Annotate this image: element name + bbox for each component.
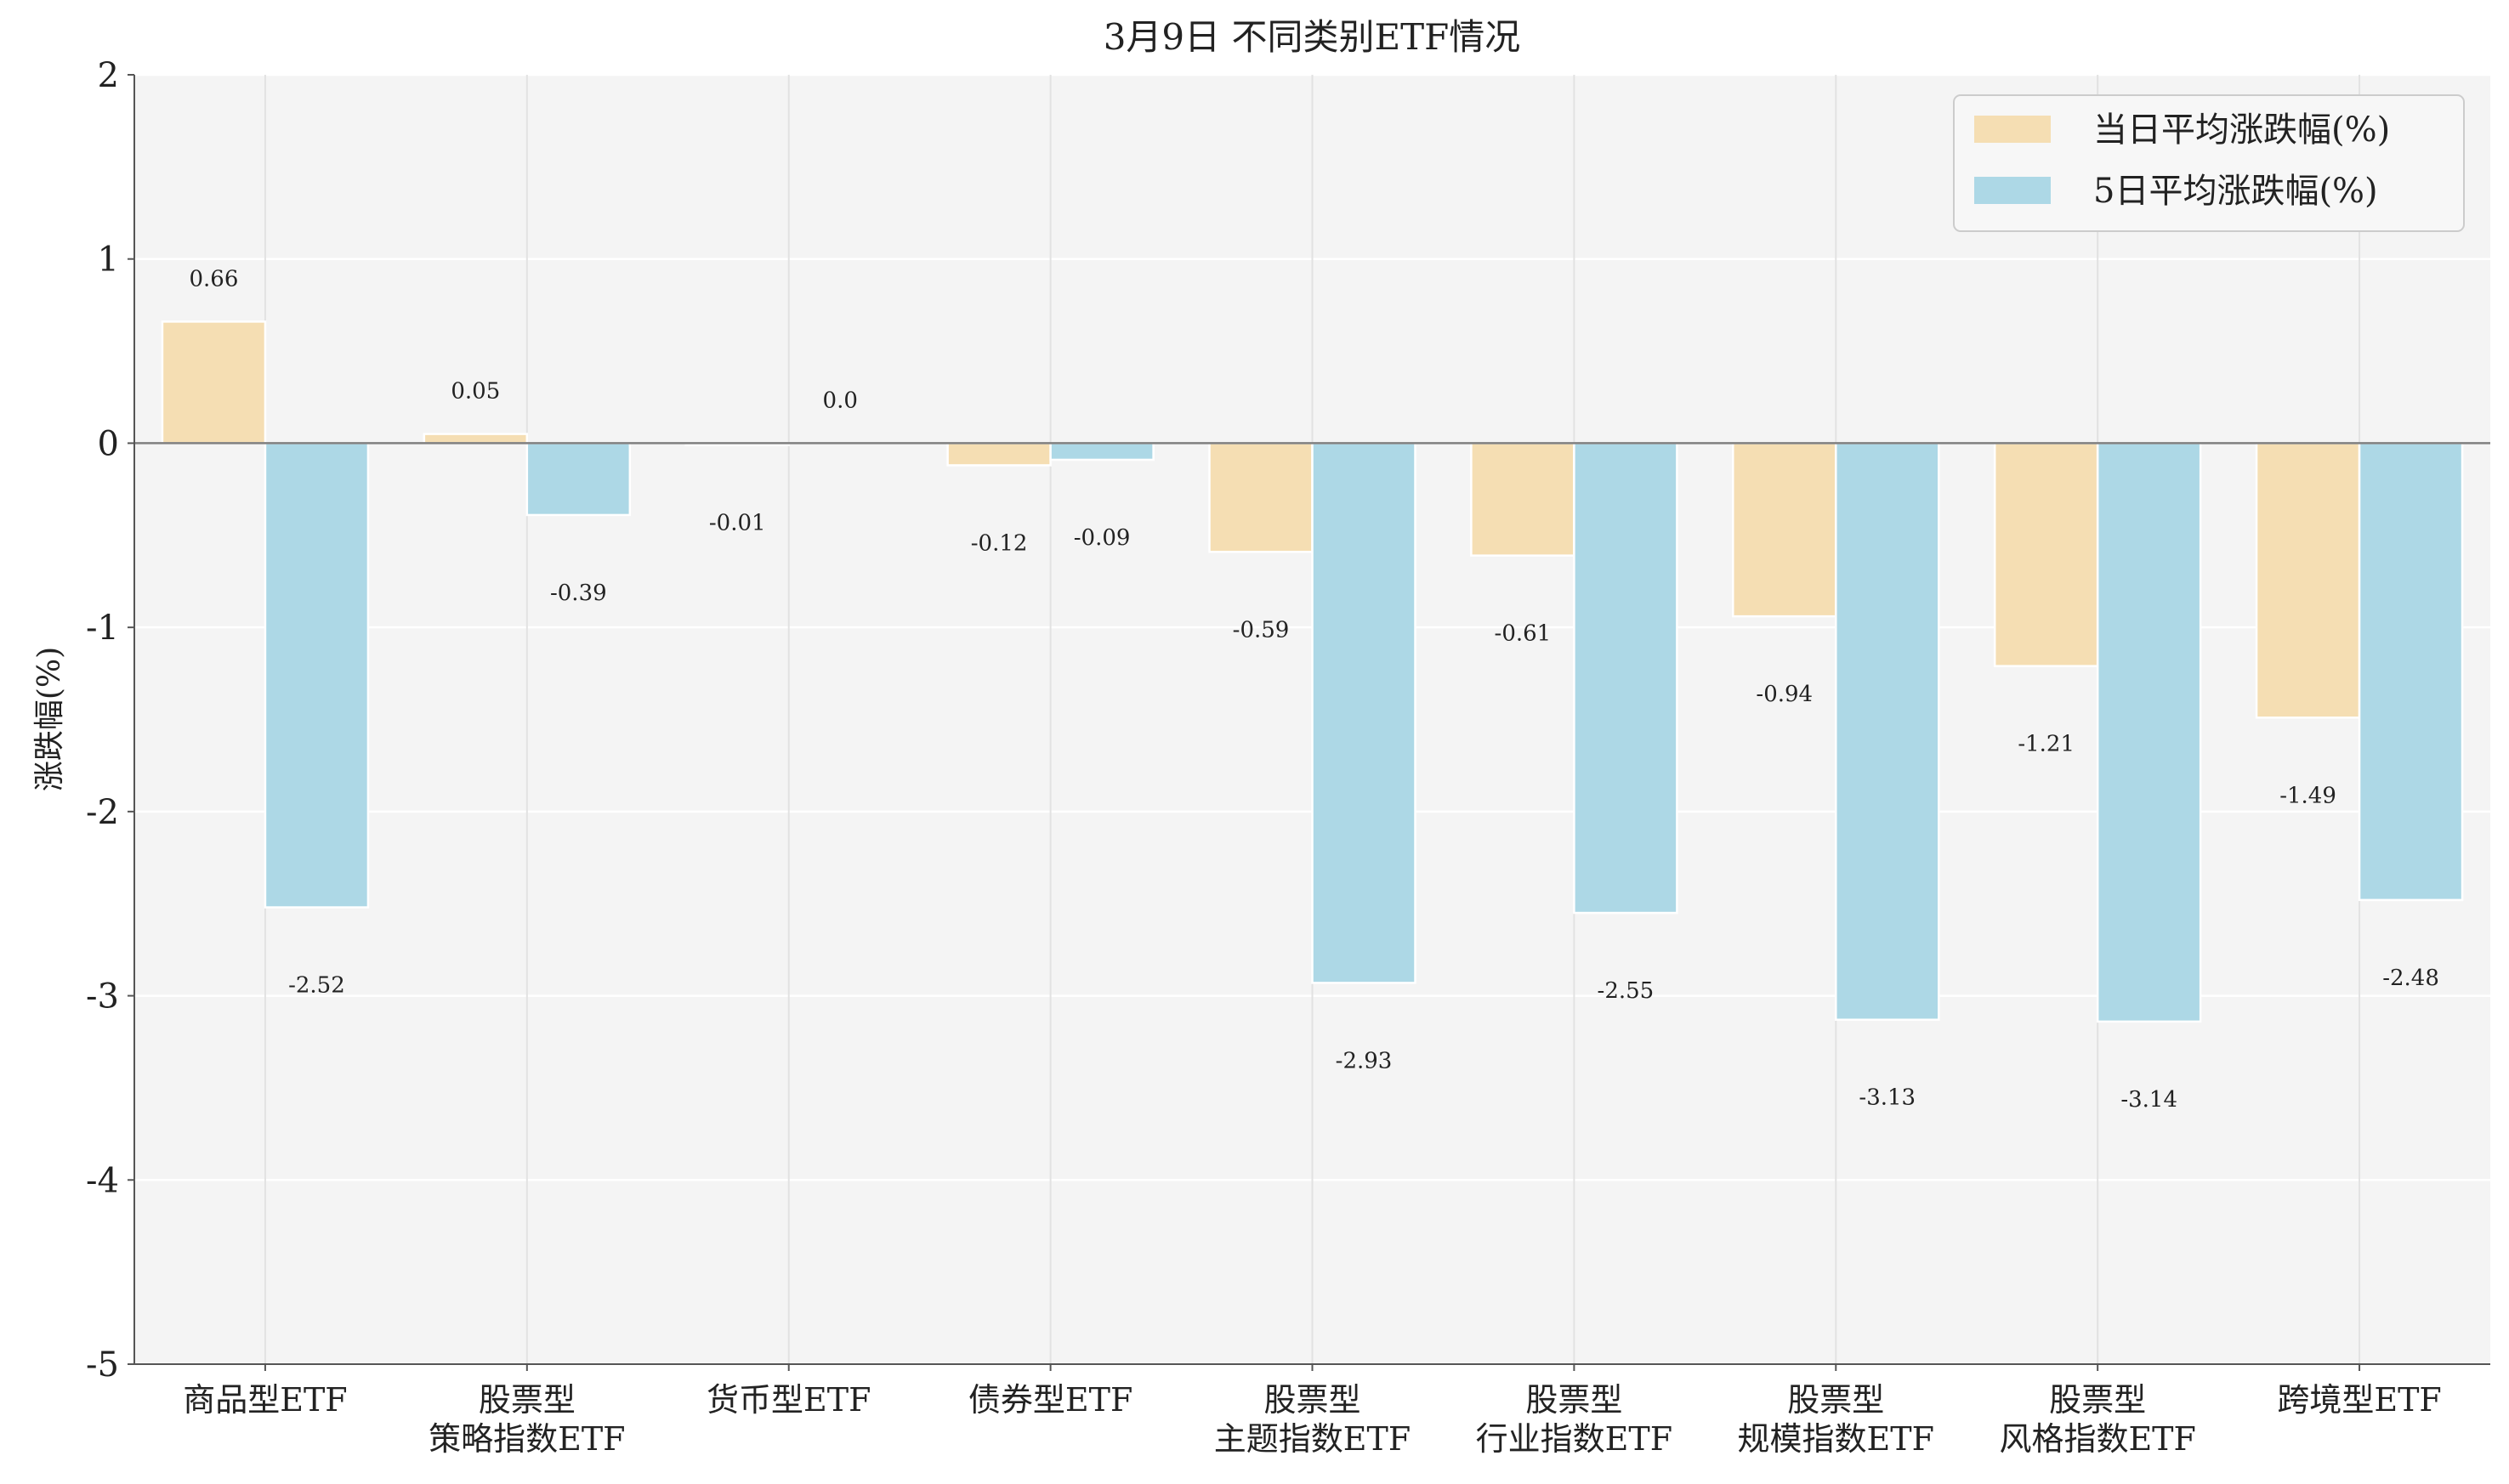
x-tick-label: 风格指数ETF — [1999, 1420, 2195, 1458]
bar-daily — [946, 442, 1052, 467]
x-tick-label: 跨境型ETF — [2277, 1381, 2441, 1419]
y-ticks: 2 1 0 -1 -2 -3 -4 -5 — [86, 56, 134, 1385]
bar-daily — [1208, 442, 1314, 553]
x-tick-label: 股票型 — [1525, 1381, 1622, 1419]
x-tick-label: 规模指数ETF — [1738, 1420, 1934, 1458]
data-label-daily: -0.61 — [1495, 621, 1552, 647]
bar-daily — [2255, 442, 2361, 719]
bar-5day — [2096, 442, 2202, 1023]
bar-5day — [1311, 442, 1416, 984]
data-label-5day: -0.39 — [550, 581, 607, 606]
data-label-daily: -0.01 — [709, 511, 766, 536]
legend-swatch-daily — [1974, 116, 2051, 143]
x-tick-label: 股票型 — [1787, 1381, 1884, 1419]
legend-label-daily: 当日平均涨跌幅(%) — [2093, 110, 2390, 150]
data-label-5day: -3.14 — [2120, 1087, 2177, 1113]
chart-title: 3月9日 不同类别ETF情况 — [1104, 16, 1521, 58]
y-tick-label: 1 — [98, 241, 119, 280]
data-label-5day: -2.52 — [288, 973, 345, 999]
x-tick-label: 策略指数ETF — [429, 1420, 625, 1458]
data-label-5day: -2.48 — [2382, 966, 2439, 991]
data-label-daily: -0.94 — [1756, 682, 1813, 707]
bar-daily — [1732, 442, 1837, 618]
data-label-daily: 0.66 — [189, 266, 238, 292]
y-tick-label: -2 — [86, 793, 119, 832]
x-tick-label: 债券型ETF — [968, 1381, 1132, 1419]
data-label-5day: -2.55 — [1598, 978, 1655, 1004]
bar-daily — [423, 433, 529, 445]
bar-5day — [525, 442, 632, 517]
data-labels: 0.66 0.05 -0.01 -0.12 -0.59 -0.61 -0.94 -1.21 -1… — [189, 266, 2438, 1113]
data-label-daily: -1.21 — [2018, 732, 2075, 757]
y-tick-label: -4 — [86, 1161, 119, 1200]
y-tick-label: 0 — [98, 424, 119, 463]
data-label-daily: -0.59 — [1233, 617, 1290, 643]
data-label-5day: -2.93 — [1336, 1048, 1393, 1073]
y-tick-label: 2 — [98, 56, 119, 95]
x-tick-label: 商品型ETF — [183, 1381, 347, 1419]
x-tick-label: 股票型 — [2049, 1381, 2146, 1419]
bar-5day — [264, 442, 370, 909]
x-tick-label: 主题指数ETF — [1214, 1420, 1411, 1458]
x-tick-label: 行业指数ETF — [1476, 1420, 1672, 1458]
y-tick-label: -3 — [86, 977, 119, 1017]
bar-5day — [1573, 442, 1678, 915]
bar-5day — [1835, 442, 1940, 1021]
bars — [161, 320, 2464, 1023]
x-tick-label: 货币型ETF — [707, 1381, 871, 1419]
legend-box — [1953, 94, 2465, 232]
y-axis-label: 涨跌幅(%) — [32, 647, 67, 791]
x-tick-label: 股票型 — [1263, 1381, 1360, 1419]
x-tick-label: 股票型 — [479, 1381, 576, 1419]
data-label-5day: -3.13 — [1859, 1085, 1916, 1111]
bar-5day — [2358, 442, 2464, 902]
legend: 当日平均涨跌幅(%) 5日平均涨跌幅(%) — [1953, 94, 2465, 232]
data-label-5day: -0.09 — [1074, 525, 1131, 551]
bar-daily — [1470, 442, 1575, 557]
data-label-daily: -0.12 — [971, 530, 1028, 556]
legend-swatch-5day — [1974, 177, 2051, 204]
data-label-daily: 0.05 — [451, 379, 500, 405]
bar-daily — [161, 320, 267, 445]
y-tick-label: -1 — [86, 609, 119, 648]
bar-daily — [1993, 442, 2099, 667]
legend-label-5day: 5日平均涨跌幅(%) — [2093, 172, 2378, 211]
data-label-5day: 0.0 — [823, 388, 858, 413]
bar-5day — [1049, 442, 1155, 462]
y-tick-label: -5 — [86, 1345, 119, 1385]
data-label-daily: -1.49 — [2279, 783, 2336, 808]
